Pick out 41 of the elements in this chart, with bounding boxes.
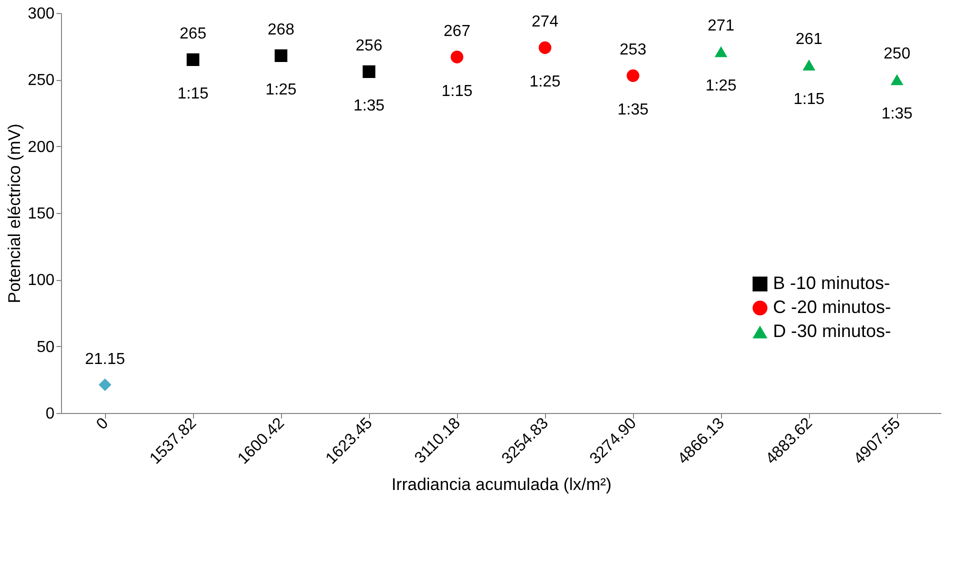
point <box>538 41 552 54</box>
annotation: 1:35 <box>353 98 385 115</box>
annotation: 1:25 <box>529 74 561 91</box>
annotation: 1:15 <box>441 83 473 100</box>
annotation: 1:15 <box>177 86 209 103</box>
point <box>890 74 904 86</box>
legend-label: D -30 minutos- <box>773 321 892 341</box>
data-label: 268 <box>268 22 294 39</box>
y-tick-label: 50 <box>36 338 55 356</box>
point <box>626 69 640 82</box>
data-label: 256 <box>356 38 382 55</box>
y-tick-label: 100 <box>28 272 55 290</box>
point <box>714 46 728 58</box>
point <box>362 65 376 78</box>
x-tick-label: 0 <box>94 414 112 434</box>
data-label: 253 <box>620 42 646 59</box>
y-tick-label: 300 <box>28 6 55 22</box>
y-tick-label: 150 <box>28 206 55 222</box>
data-label: 265 <box>180 26 206 43</box>
annotation: 1:35 <box>881 106 913 123</box>
annotation: 1:25 <box>705 78 737 95</box>
data-label: 274 <box>532 14 558 31</box>
data-label: 250 <box>884 46 910 63</box>
point <box>802 60 816 70</box>
data-label: 21.15 <box>84 350 126 368</box>
data-label: 271 <box>708 18 734 35</box>
data-label: 267 <box>444 23 470 40</box>
legend-label: C -20 minutos- <box>773 297 892 317</box>
point <box>274 49 288 62</box>
data-label: 261 <box>796 31 822 48</box>
annotation: 1:15 <box>793 91 825 108</box>
x-axis-title: Irradiancia acumulada (lx/m²) <box>391 475 612 494</box>
y-axis-title: Potencial eléctrico (mV) <box>4 124 24 304</box>
point <box>186 53 200 66</box>
annotation: 1:35 <box>617 102 649 119</box>
y-tick-label: 200 <box>28 138 55 156</box>
y-tick-label: 250 <box>28 72 55 90</box>
point <box>450 50 464 64</box>
point <box>98 378 112 392</box>
annotation: 1:25 <box>265 82 297 99</box>
legend-label: B -10 minutos- <box>773 273 890 293</box>
